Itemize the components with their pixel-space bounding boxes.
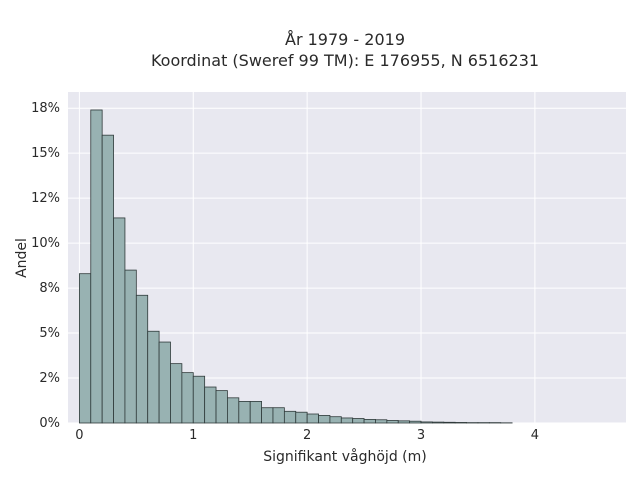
histogram-bar xyxy=(170,363,183,424)
x-axis-ticks: 0 1 2 3 4 xyxy=(75,428,539,443)
chart-subtitle: Koordinat (Sweref 99 TM): E 176955, N 65… xyxy=(151,51,539,70)
x-axis-title: Signifikant våghöjd (m) xyxy=(263,448,426,465)
histogram-bar xyxy=(215,390,228,424)
histogram-bar xyxy=(352,418,365,424)
histogram-bar xyxy=(420,421,433,424)
histogram-bars xyxy=(78,109,513,424)
histogram-bar xyxy=(192,375,206,424)
x-tick-label: 1 xyxy=(189,428,197,443)
histogram-bar xyxy=(261,407,274,424)
x-tick-label: 3 xyxy=(417,428,425,443)
histogram-bar xyxy=(432,421,445,424)
histogram-bar xyxy=(227,397,240,424)
grid-lines xyxy=(68,92,626,424)
histogram-bar xyxy=(158,341,171,424)
histogram-bar xyxy=(238,401,251,424)
y-axis-title: Andel xyxy=(14,238,30,278)
histogram-bar xyxy=(363,419,376,424)
histogram-bar xyxy=(409,420,422,424)
histogram-bar xyxy=(135,294,149,424)
x-tick-label: 4 xyxy=(531,428,539,443)
histogram-bar xyxy=(101,134,114,424)
histogram-bar xyxy=(283,410,297,424)
y-tick-label: 10% xyxy=(31,236,60,251)
histogram-bar xyxy=(113,217,126,424)
histogram-bar xyxy=(454,422,467,424)
histogram-bar xyxy=(90,109,103,424)
histogram-bar xyxy=(204,386,217,424)
histogram-bar xyxy=(306,413,319,424)
histogram-bar xyxy=(295,411,308,424)
histogram-bar xyxy=(272,407,285,424)
y-tick-label: 0% xyxy=(39,416,60,431)
y-axis-ticks: 0% 2% 5% 8% 10% 12% 15% 18% xyxy=(31,101,60,431)
x-tick-label: 2 xyxy=(303,428,311,443)
x-tick-label: 0 xyxy=(75,428,83,443)
histogram-bar xyxy=(375,419,388,424)
histogram-bar xyxy=(318,415,331,424)
y-tick-label: 2% xyxy=(39,371,60,386)
chart-title: År 1979 - 2019 xyxy=(285,30,405,49)
histogram-bar xyxy=(443,421,456,424)
histogram-bar xyxy=(124,269,137,424)
histogram-bar xyxy=(340,417,354,424)
y-tick-label: 12% xyxy=(31,191,60,206)
histogram-bar xyxy=(329,416,342,424)
histogram-bar xyxy=(147,330,160,424)
histogram-bar xyxy=(249,401,262,424)
histogram-bar xyxy=(386,420,399,424)
histogram-bar xyxy=(397,420,411,424)
histogram-bar xyxy=(78,273,92,424)
y-tick-label: 5% xyxy=(39,326,60,341)
histogram-bar xyxy=(181,372,194,424)
y-tick-label: 8% xyxy=(39,281,60,296)
y-tick-label: 15% xyxy=(31,146,60,161)
y-tick-label: 18% xyxy=(31,101,60,116)
